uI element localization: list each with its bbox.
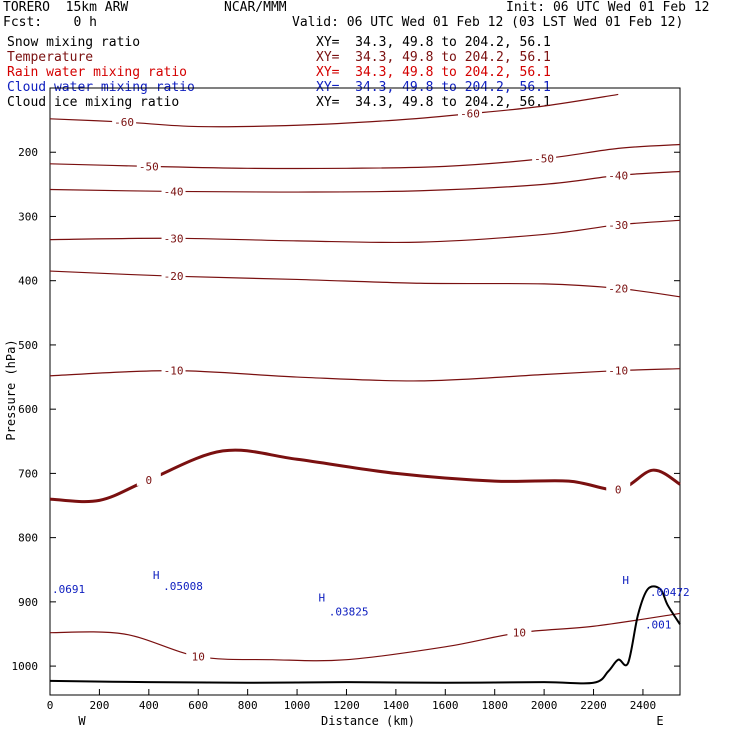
contour-label: 0: [146, 474, 153, 487]
contour-label: -50: [534, 153, 554, 166]
contour-label-bg: [606, 168, 631, 182]
contour-label: -30: [164, 232, 184, 245]
contour-label: 0: [615, 483, 622, 496]
contour-label: -40: [608, 169, 628, 182]
x-tick-label: 2200: [580, 699, 607, 712]
temperature-contour: [49, 219, 681, 244]
contour-label: -30: [608, 219, 628, 232]
contour-label-bg: [161, 184, 186, 198]
y-axis-label: Pressure (hPa): [4, 339, 18, 440]
contour-label-bg: [136, 159, 161, 173]
contour-label-bg: [606, 482, 631, 496]
contour-label-bg: [161, 231, 186, 245]
x-axis-label: Distance (km): [321, 714, 415, 728]
contour-label: -60: [114, 116, 134, 129]
contour-label-bg: [112, 115, 137, 129]
y-tick-label: 1000: [12, 660, 39, 673]
contour-label-bg: [458, 106, 482, 120]
high-marker: H: [622, 574, 629, 587]
x-tick-label: 0: [47, 699, 54, 712]
contour-label: 10: [192, 650, 205, 663]
cloud-water-max-label: .03825: [329, 605, 369, 618]
legend-temp-label: Temperature: [7, 50, 94, 65]
contour-label: -60: [460, 108, 480, 121]
cloud-water-max-label: .0691: [52, 583, 85, 596]
y-tick-label: 600: [18, 403, 38, 416]
y-tick-label: 700: [18, 467, 38, 480]
model-title: TORERO 15km ARW: [3, 0, 129, 15]
contour-label-bg: [161, 363, 186, 377]
contour-label-bg: [186, 649, 211, 663]
y-tick-label: 400: [18, 275, 38, 288]
contour-label-bg: [161, 269, 186, 283]
y-tick-label: 200: [18, 146, 38, 159]
legend-rain-xy: XY= 34.3, 49.8 to 204.2, 56.1: [316, 65, 551, 80]
temperature-contour: [49, 368, 681, 382]
x-tick-label: 1400: [383, 699, 410, 712]
cloud-water-max-label: .05008: [163, 580, 203, 593]
cloud-water-max-label: .001: [645, 618, 672, 631]
legend-snow-xy: XY= 34.3, 49.8 to 204.2, 56.1: [316, 35, 551, 50]
x-tick-label: 2400: [630, 699, 657, 712]
cloud-water-max-label: .00472: [650, 586, 690, 599]
legend-snow-label: Snow mixing ratio: [7, 35, 141, 50]
init-time: Init: 06 UTC Wed 01 Feb 12: [506, 0, 710, 15]
contour-label-bg: [507, 625, 532, 639]
legend-cloudice-label: Cloud ice mixing ratio: [7, 95, 180, 110]
valid-time: Valid: 06 UTC Wed 01 Feb 12 (03 LST Wed …: [292, 15, 684, 30]
temperature-contour: [49, 612, 681, 662]
contour-label-bg: [532, 151, 557, 165]
x-tick-label: 800: [238, 699, 258, 712]
y-tick-label: 300: [18, 210, 38, 223]
contour-label: -50: [139, 160, 159, 173]
plot-frame: [49, 87, 681, 696]
high-marker: H: [318, 591, 325, 604]
x-tick-label: 1600: [432, 699, 459, 712]
contour-label-bg: [606, 281, 631, 295]
temperature-contour: [49, 170, 681, 193]
contour-label-bg: [136, 472, 161, 486]
org-label: NCAR/MMM: [224, 0, 287, 15]
contour-label: -20: [164, 270, 184, 283]
contour-label-bg: [606, 217, 631, 231]
forecast-hour: Fcst: 0 h: [3, 15, 97, 30]
x-tick-label: 1800: [481, 699, 508, 712]
legend-cloudice-xy: XY= 34.3, 49.8 to 204.2, 56.1: [316, 95, 551, 110]
y-tick-label: 800: [18, 532, 38, 545]
x-tick-label: 400: [139, 699, 159, 712]
east-label: E: [656, 714, 663, 728]
contour-label-bg: [606, 363, 631, 377]
x-tick-label: 2000: [531, 699, 558, 712]
x-tick-label: 1000: [284, 699, 311, 712]
high-marker: H: [153, 569, 160, 582]
contour-label: 10: [513, 627, 526, 640]
y-tick-label: 900: [18, 596, 38, 609]
y-tick-label: 500: [18, 339, 38, 352]
contour-label: -20: [608, 282, 628, 295]
contour-label: -10: [608, 365, 628, 378]
west-label: W: [78, 714, 86, 728]
contour-label: -40: [164, 185, 184, 198]
x-tick-label: 600: [188, 699, 208, 712]
legend-temp-xy: XY= 34.3, 49.8 to 204.2, 56.1: [316, 50, 551, 65]
temperature-contour: [49, 270, 681, 298]
x-tick-label: 1200: [333, 699, 360, 712]
terrain-line: [49, 585, 681, 685]
legend-rain-label: Rain water mixing ratio: [7, 65, 188, 80]
contour-label: -10: [164, 365, 184, 378]
x-tick-label: 200: [89, 699, 109, 712]
